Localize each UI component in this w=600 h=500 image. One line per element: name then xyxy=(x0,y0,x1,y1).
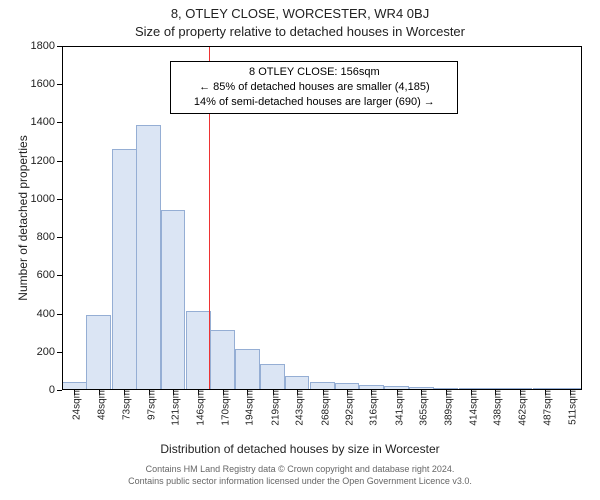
xtick-label: 438sqm xyxy=(487,390,504,426)
ytick-label: 1800 xyxy=(31,40,62,52)
xtick-label: 487sqm xyxy=(537,390,554,426)
xtick-label: 292sqm xyxy=(338,390,355,426)
ytick-label: 200 xyxy=(37,346,62,358)
histogram-bar xyxy=(112,149,137,390)
histogram-bar xyxy=(136,125,161,390)
histogram-bar xyxy=(62,382,87,390)
histogram-bar xyxy=(310,382,335,390)
footer-attribution: Contains HM Land Registry data © Crown c… xyxy=(0,464,600,487)
annotation-line2: ← 85% of detached houses are smaller (4,… xyxy=(177,80,451,95)
histogram-bar xyxy=(335,383,360,390)
histogram-bar xyxy=(86,315,111,390)
xtick-label: 243sqm xyxy=(289,390,306,426)
ytick-label: 1000 xyxy=(31,193,62,205)
xtick-label: 97sqm xyxy=(140,390,157,420)
ytick-label: 1200 xyxy=(31,155,62,167)
xtick-label: 414sqm xyxy=(462,390,479,426)
xtick-label: 462sqm xyxy=(511,390,528,426)
y-axis-label: Number of detached properties xyxy=(16,135,30,300)
xtick-label: 341sqm xyxy=(388,390,405,426)
xtick-label: 170sqm xyxy=(214,390,231,426)
page-title: 8, OTLEY CLOSE, WORCESTER, WR4 0BJ xyxy=(0,6,600,21)
xtick-label: 316sqm xyxy=(363,390,380,426)
histogram-plot: 8 OTLEY CLOSE: 156sqm ← 85% of detached … xyxy=(62,46,582,390)
ytick-label: 1600 xyxy=(31,78,62,90)
xtick-label: 121sqm xyxy=(165,390,182,426)
xtick-label: 48sqm xyxy=(90,390,107,420)
xtick-label: 365sqm xyxy=(413,390,430,426)
xtick-label: 389sqm xyxy=(437,390,454,426)
histogram-bar xyxy=(161,210,186,390)
xtick-label: 146sqm xyxy=(190,390,207,426)
ytick-label: 0 xyxy=(49,384,62,396)
annotation-line1: 8 OTLEY CLOSE: 156sqm xyxy=(177,65,451,80)
x-axis-label: Distribution of detached houses by size … xyxy=(0,442,600,456)
xtick-label: 73sqm xyxy=(116,390,133,420)
footer-line1: Contains HM Land Registry data © Crown c… xyxy=(0,464,600,476)
xtick-label: 194sqm xyxy=(239,390,256,426)
ytick-label: 800 xyxy=(37,231,62,243)
footer-line2: Contains public sector information licen… xyxy=(0,476,600,488)
xtick-label: 511sqm xyxy=(561,390,578,425)
xtick-label: 268sqm xyxy=(314,390,331,426)
histogram-bar xyxy=(210,330,235,390)
annotation-box: 8 OTLEY CLOSE: 156sqm ← 85% of detached … xyxy=(170,61,458,114)
page-subtitle: Size of property relative to detached ho… xyxy=(0,24,600,39)
xtick-label: 24sqm xyxy=(66,390,83,420)
ytick-label: 400 xyxy=(37,308,62,320)
annotation-line3: 14% of semi-detached houses are larger (… xyxy=(177,95,451,110)
histogram-bar xyxy=(260,364,285,390)
xtick-label: 219sqm xyxy=(264,390,281,426)
ytick-label: 600 xyxy=(37,269,62,281)
histogram-bar xyxy=(285,376,310,390)
histogram-bar xyxy=(235,349,260,390)
histogram-bar xyxy=(186,311,211,390)
ytick-label: 1400 xyxy=(31,116,62,128)
